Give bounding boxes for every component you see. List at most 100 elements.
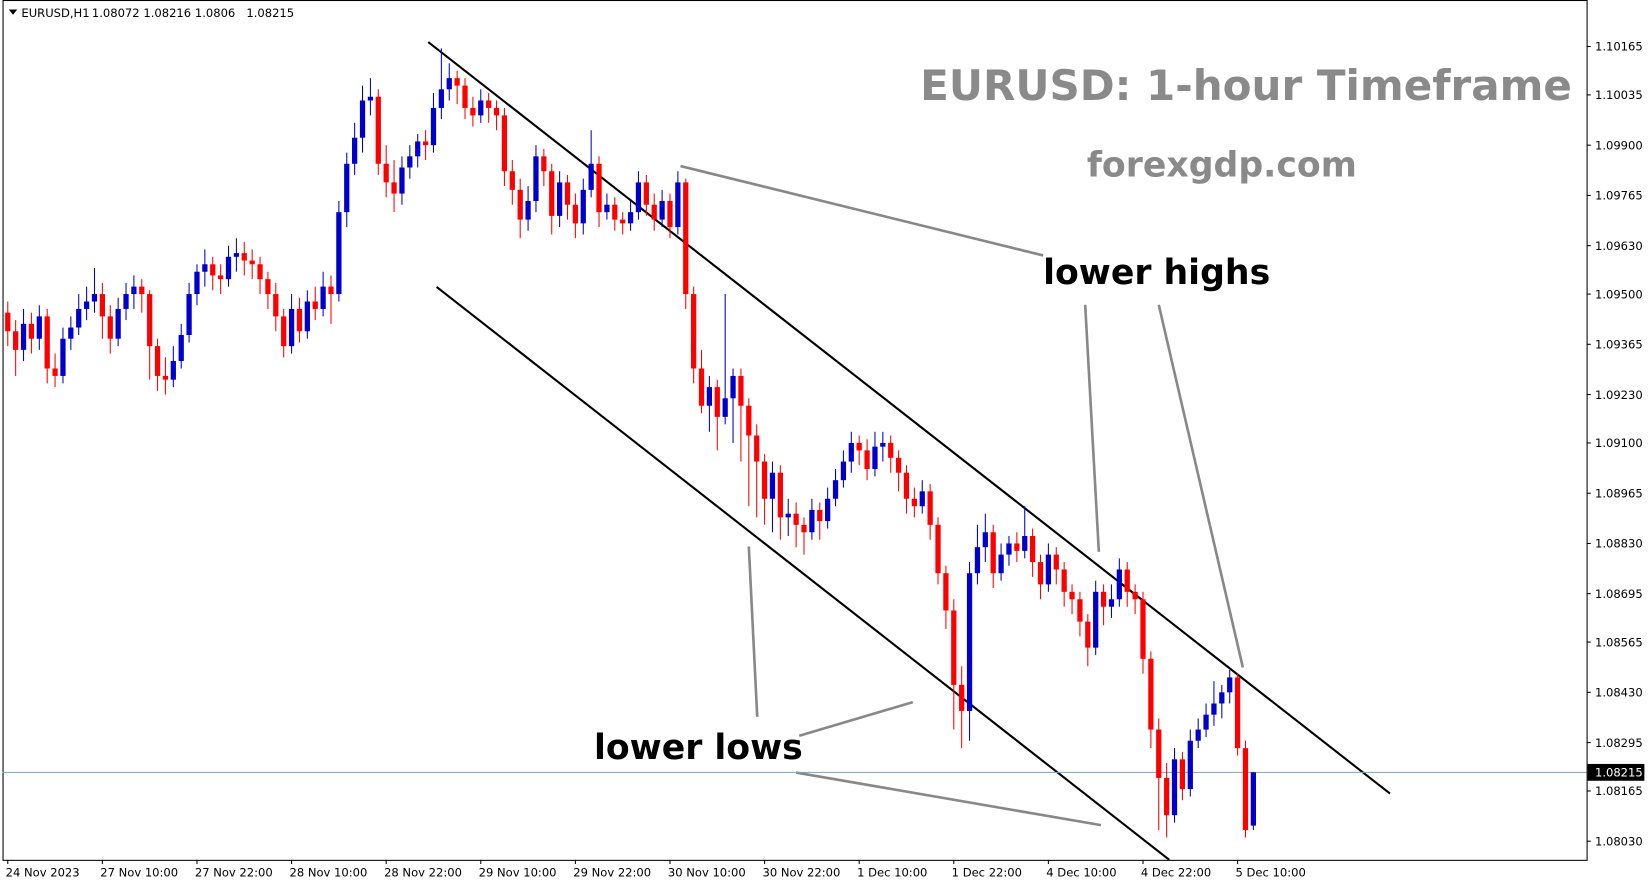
candle-body: [1132, 591, 1138, 600]
candle-body: [162, 375, 169, 380]
symbol-arrow: [8, 9, 18, 15]
candle-body: [667, 200, 673, 228]
candle-body: [1093, 591, 1099, 648]
y-tick-label: 1.10165: [1595, 40, 1643, 54]
candle-body: [344, 163, 350, 213]
candle-body: [659, 200, 665, 220]
x-tick-label: 1 Dec 10:00: [857, 866, 927, 880]
candle-body: [281, 316, 287, 347]
candle-body: [817, 509, 823, 522]
candle-body: [888, 442, 894, 458]
candle-body: [895, 457, 902, 473]
candle-body: [194, 271, 200, 295]
candle-body: [1156, 729, 1162, 778]
candle-body: [785, 513, 791, 518]
y-tick-label: 1.09500: [1595, 287, 1643, 301]
candle-body: [367, 96, 374, 101]
candle-body: [840, 461, 847, 481]
candle-body: [91, 294, 98, 302]
candle-body: [210, 264, 216, 276]
candle-body: [825, 498, 831, 522]
candle-body: [714, 387, 720, 417]
candle-body: [627, 212, 634, 224]
candle-body: [1187, 740, 1193, 790]
candle-body: [927, 491, 933, 525]
header-price: 1.08215: [246, 6, 294, 20]
candle-body: [880, 442, 886, 447]
candle-body: [872, 446, 878, 469]
pointer: [1157, 304, 1245, 668]
candle-body: [178, 334, 184, 362]
candle-body: [848, 442, 854, 462]
candle-body: [249, 260, 255, 265]
candle-body: [170, 361, 176, 380]
candle-body: [241, 253, 247, 261]
plot-frame: [2, 0, 1588, 861]
candle-body: [446, 78, 452, 90]
candle-body: [730, 375, 736, 399]
candle-body: [5, 312, 11, 332]
candle-body: [1179, 759, 1186, 790]
header-price: 1.08216: [143, 6, 191, 20]
y-tick-label: 1.09900: [1595, 138, 1643, 152]
candle-body: [217, 275, 224, 280]
candle-body: [407, 156, 413, 168]
candle-body: [1037, 562, 1044, 585]
price-tag-label: 1.08215: [1595, 766, 1643, 780]
candle-body: [265, 279, 271, 295]
candle-body: [399, 167, 405, 194]
candle-body: [257, 264, 263, 280]
candle-body: [320, 286, 326, 309]
candle-body: [131, 286, 137, 295]
x-tick-label: 29 Nov 22:00: [573, 866, 651, 880]
x-tick-label: 30 Nov 22:00: [762, 866, 840, 880]
candle-body: [509, 171, 515, 190]
candle-body: [1085, 621, 1091, 648]
annotation: lower lows: [594, 728, 803, 768]
candle-body: [501, 115, 508, 172]
candle-body: [139, 286, 145, 295]
candle-body: [470, 107, 476, 116]
candle-body: [974, 547, 981, 574]
candle-body: [525, 200, 531, 220]
candle-body: [722, 398, 728, 417]
candle-body: [982, 532, 988, 548]
candle-body: [864, 450, 870, 469]
candle-body: [60, 338, 66, 376]
x-tick-label: 1 Dec 22:00: [952, 866, 1022, 880]
candle-body: [391, 182, 397, 194]
candle-body: [809, 509, 815, 533]
pointer: [747, 546, 759, 717]
candle-body: [903, 472, 910, 499]
candle-body: [478, 100, 484, 116]
candle-body: [352, 137, 358, 164]
candle-body: [706, 387, 713, 406]
candle-body: [1069, 591, 1075, 600]
candle-body: [832, 480, 839, 499]
candle-body: [123, 294, 129, 309]
candle-body: [966, 573, 973, 711]
candle-body: [430, 107, 437, 146]
candle-body: [233, 253, 240, 257]
candle-body: [1148, 658, 1154, 730]
candle-body: [1061, 569, 1067, 592]
candle-body: [754, 435, 760, 462]
candle-body: [422, 141, 429, 146]
candle-body: [1203, 714, 1209, 730]
y-tick-label: 1.08830: [1595, 537, 1643, 551]
candle-body: [1171, 759, 1178, 816]
candle-body: [588, 163, 594, 190]
candle-body: [107, 316, 113, 339]
symbol: EURUSD,H1: [21, 6, 89, 20]
candle-body: [691, 294, 697, 369]
candle-body: [1227, 677, 1233, 693]
candle-body: [147, 294, 153, 347]
candle-body: [761, 461, 768, 499]
candle-body: [454, 78, 460, 86]
candle-body: [225, 256, 232, 280]
candle-body: [1014, 543, 1020, 551]
candle-body: [115, 308, 121, 339]
candle-body: [990, 532, 996, 574]
candle-body: [486, 100, 492, 108]
